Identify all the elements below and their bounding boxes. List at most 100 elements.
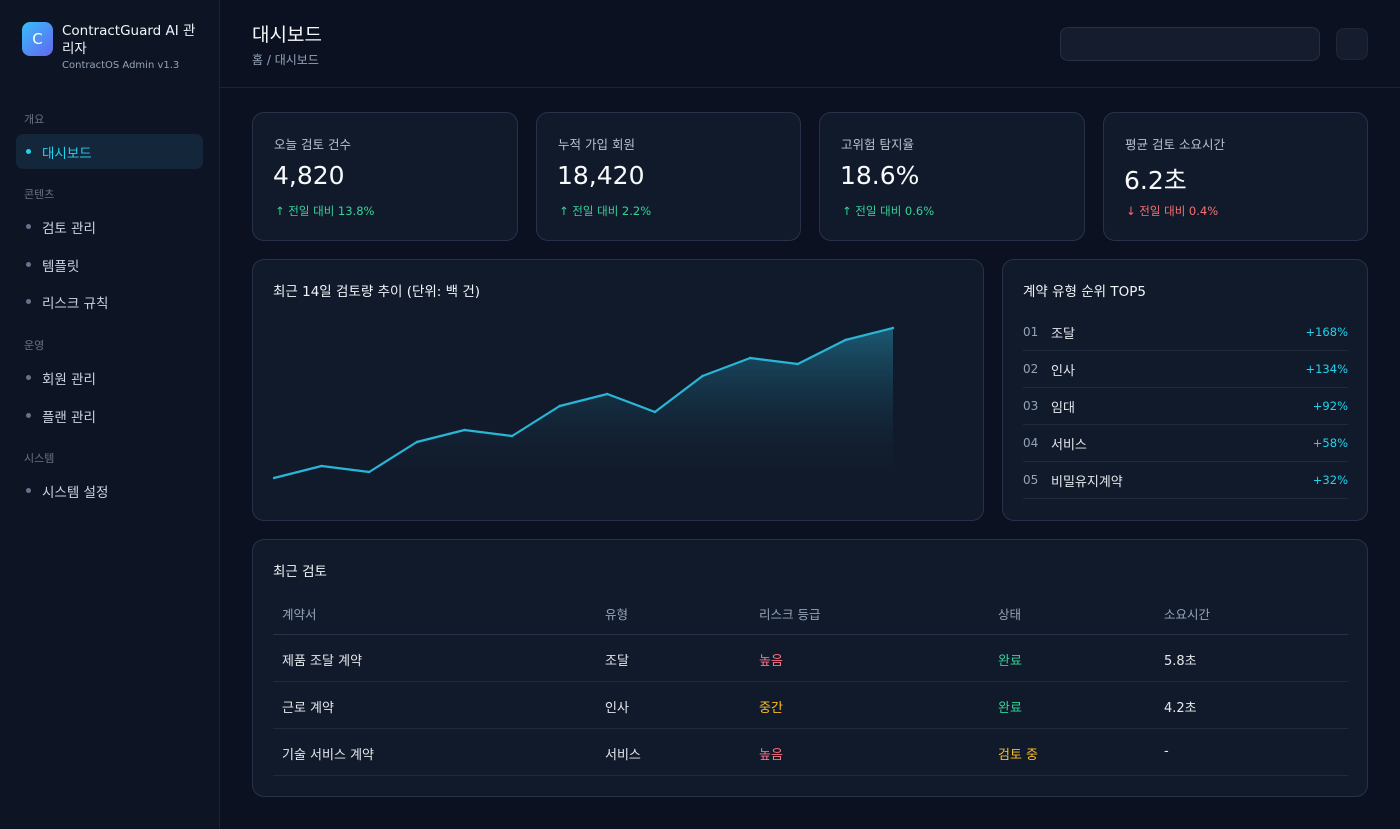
sidebar-item-review[interactable]: 검토 관리 — [16, 209, 203, 244]
cell-risk: 높음 — [759, 654, 783, 669]
sidebar-item-label: 검토 관리 — [42, 220, 96, 237]
nav-dot-icon — [26, 488, 31, 493]
arrow-down-icon: ↓ — [1126, 204, 1136, 218]
cell-time: 5.8초 — [1164, 654, 1197, 669]
sidebar-item-plans[interactable]: 플랜 관리 — [16, 398, 203, 433]
rank-name: 임대 — [1051, 400, 1075, 416]
table-row[interactable]: 기술 서비스 계약 서비스 높음 검토 중 - — [273, 729, 1348, 776]
rank-value: +168% — [1305, 325, 1348, 339]
nav-dot-icon — [26, 413, 31, 418]
stat-value: 18,420 — [557, 161, 645, 190]
sidebar-item-templates[interactable]: 템플릿 — [16, 247, 203, 282]
stat-label: 누적 가입 회원 — [558, 137, 635, 152]
trend-chart-card: 최근 14일 검토량 추이 (단위: 백 건) — [252, 259, 984, 521]
nav-group-operations: 운영 — [24, 339, 45, 352]
column-header-document[interactable]: 계약서 — [282, 607, 317, 622]
cell-time: 4.2초 — [1164, 701, 1197, 716]
nav-dot-icon — [26, 149, 31, 154]
chart-point-12 — [796, 362, 799, 366]
chart-series-line — [273, 326, 894, 480]
nav-dot-icon — [26, 224, 31, 229]
rank-value: +32% — [1312, 473, 1348, 487]
ranking-item[interactable]: 03 임대 +92% — [1023, 388, 1348, 425]
app-name: ContractGuard AI 관리자 — [62, 23, 196, 57]
nav-dot-icon — [26, 375, 31, 380]
stat-delta: ↓ 전일 대비 0.4% — [1126, 204, 1219, 218]
chart-area — [274, 328, 893, 478]
stat-value: 6.2초 — [1124, 166, 1187, 195]
table-row[interactable]: 제품 조달 계약 조달 높음 완료 5.8초 — [273, 635, 1348, 682]
chart-point-2 — [320, 464, 323, 468]
breadcrumb: 홈 / 대시보드 — [252, 53, 319, 67]
sidebar-item-label: 회원 관리 — [42, 371, 96, 388]
sidebar-item-risk-rules[interactable]: 리스크 규칙 — [16, 284, 203, 319]
chart-point-13 — [844, 338, 847, 342]
app-version: ContractOS Admin v1.3 — [62, 60, 180, 71]
chart-point-1 — [272, 476, 276, 480]
sidebar-item-label: 템플릿 — [42, 258, 80, 275]
arrow-up-icon: ↑ — [842, 204, 852, 218]
chart-point-10 — [701, 374, 704, 378]
header-action-button[interactable] — [1336, 28, 1368, 60]
search-input[interactable] — [1060, 27, 1320, 61]
rank-number: 05 — [1023, 473, 1039, 487]
ranking-item[interactable]: 01 조달 +168% — [1023, 314, 1348, 351]
header-divider — [220, 87, 1400, 88]
column-header-risk[interactable]: 리스크 등급 — [759, 607, 821, 622]
sidebar-item-settings[interactable]: 시스템 설정 — [16, 473, 203, 508]
cell-status: 완료 — [998, 654, 1022, 669]
stat-label: 고위험 탐지율 — [841, 137, 914, 152]
sidebar: C ContractGuard AI 관리자 ContractOS Admin … — [0, 0, 220, 829]
cell-risk: 중간 — [759, 701, 783, 716]
chart-title: 최근 14일 검토량 추이 (단위: 백 건) — [273, 284, 481, 300]
brand: C ContractGuard AI 관리자 ContractOS Admin … — [22, 22, 197, 71]
chart-point-14 — [891, 326, 895, 330]
stat-card-reviews: 오늘 검토 건수 4,820 ↑ 전일 대비 13.8% — [252, 112, 518, 241]
cell-status: 검토 중 — [998, 748, 1039, 763]
chart-point-4 — [415, 440, 419, 444]
stat-delta: ↑ 전일 대비 2.2% — [559, 204, 652, 218]
ranking-item[interactable]: 02 인사 +134% — [1023, 351, 1348, 388]
ranking-title: 계약 유형 순위 TOP5 — [1023, 284, 1146, 300]
sidebar-item-members[interactable]: 회원 관리 — [16, 360, 203, 395]
sidebar-item-label: 대시보드 — [42, 145, 92, 162]
table-title: 최근 검토 — [273, 564, 327, 580]
sidebar-item-label: 시스템 설정 — [42, 484, 109, 501]
rank-number: 03 — [1023, 399, 1039, 413]
stat-value: 18.6% — [840, 161, 920, 190]
chart-point-6 — [510, 434, 514, 438]
rank-number: 02 — [1023, 362, 1039, 376]
column-header-type[interactable]: 유형 — [605, 607, 629, 622]
rank-name: 비밀유지계약 — [1051, 474, 1123, 490]
chart-point-9 — [653, 410, 657, 414]
rank-name: 서비스 — [1051, 437, 1087, 453]
ranking-item[interactable]: 04 서비스 +58% — [1023, 425, 1348, 462]
arrow-up-icon: ↑ — [559, 204, 569, 218]
cell-type: 서비스 — [605, 748, 641, 763]
sidebar-item-label: 리스크 규칙 — [42, 295, 109, 312]
nav-dot-icon — [26, 299, 31, 304]
rank-name: 조달 — [1051, 326, 1075, 342]
ranking-item[interactable]: 05 비밀유지계약 +32% — [1023, 462, 1348, 499]
nav-group-system: 시스템 — [24, 452, 55, 465]
nav-dot-icon — [26, 262, 31, 267]
cell-type: 인사 — [605, 701, 629, 716]
column-header-time[interactable]: 소요시간 — [1164, 607, 1211, 622]
stat-card-members: 누적 가입 회원 18,420 ↑ 전일 대비 2.2% — [536, 112, 801, 241]
rank-value: +92% — [1312, 399, 1348, 413]
recent-reviews-card: 최근 검토 계약서 유형 리스크 등급 상태 소요시간 제품 조달 계약 조달 … — [252, 539, 1368, 797]
rank-number: 04 — [1023, 436, 1039, 450]
column-header-status[interactable]: 상태 — [998, 607, 1022, 622]
rank-value: +58% — [1312, 436, 1348, 450]
sidebar-item-dashboard[interactable]: 대시보드 — [16, 134, 203, 169]
cell-document: 기술 서비스 계약 — [282, 748, 374, 763]
sidebar-item-label: 플랜 관리 — [42, 409, 96, 426]
chart-point-3 — [368, 470, 371, 474]
rank-name: 인사 — [1051, 363, 1075, 379]
cell-risk: 높음 — [759, 748, 783, 763]
table-row[interactable]: 근로 계약 인사 중간 완료 4.2초 — [273, 682, 1348, 729]
cell-document: 근로 계약 — [282, 701, 334, 716]
chart-point-8 — [606, 392, 609, 396]
brand-logo: C — [22, 22, 53, 56]
stat-label: 평균 검토 소요시간 — [1125, 137, 1225, 152]
